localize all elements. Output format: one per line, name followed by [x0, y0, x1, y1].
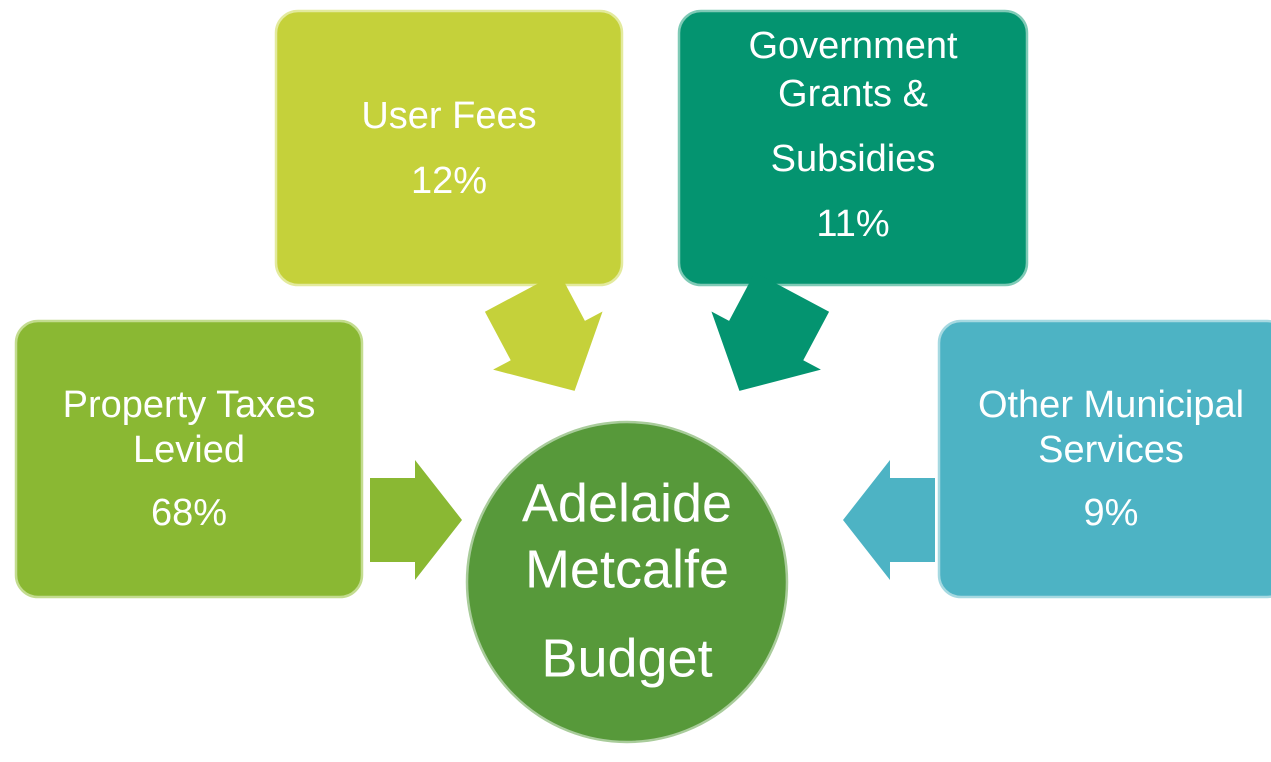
node-share: 11% — [816, 203, 889, 245]
node-share: 12% — [411, 160, 487, 202]
arrow — [484, 272, 603, 391]
node-label: Levied — [133, 429, 245, 471]
arrow — [711, 272, 830, 391]
center-label: Adelaide — [522, 473, 732, 533]
node-label: Subsidies — [771, 138, 936, 180]
node-label: Services — [1038, 429, 1184, 471]
center-circle — [465, 420, 789, 744]
node-label: Government — [748, 25, 958, 67]
node-label: Other Municipal — [978, 384, 1244, 426]
node-box — [14, 319, 364, 599]
node-box — [677, 9, 1029, 287]
node-box — [274, 9, 624, 287]
node-box — [937, 319, 1271, 599]
node-share: 9% — [1084, 492, 1139, 534]
node-share: 68% — [151, 492, 227, 534]
center-label: Metcalfe — [525, 539, 729, 599]
node-label: Grants & — [778, 73, 928, 115]
node-label: Property Taxes — [63, 384, 316, 426]
node-label: User Fees — [361, 95, 536, 137]
arrow — [843, 460, 935, 580]
center-label: Budget — [541, 628, 712, 688]
arrow — [370, 460, 462, 580]
